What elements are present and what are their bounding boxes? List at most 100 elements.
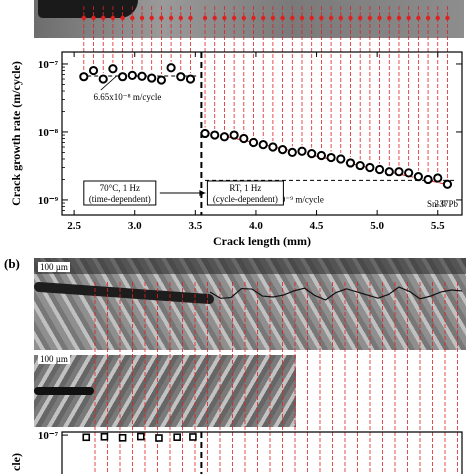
- data-point: [336, 154, 346, 164]
- data-point: [307, 149, 317, 159]
- crack-tip-marker: [338, 15, 343, 21]
- data-point: [166, 63, 176, 73]
- x-tick-label: 4.5: [310, 220, 324, 232]
- data-point: [258, 140, 268, 150]
- data-point: [185, 74, 196, 84]
- data-point: [433, 173, 443, 183]
- condition-box-2: [206, 180, 284, 206]
- data-point-b: [136, 432, 145, 441]
- condition-box-2-line2: (cycle-dependent): [213, 194, 278, 204]
- plot-frame-b: [61, 431, 463, 474]
- data-point: [98, 74, 108, 84]
- data-point: [297, 146, 307, 156]
- crack-tip-marker: [435, 15, 440, 21]
- data-point: [278, 144, 288, 155]
- x-tick-label: 5.0: [370, 220, 384, 232]
- crack-tip-marker: [231, 15, 237, 21]
- data-point: [200, 128, 210, 139]
- data-point: [404, 168, 414, 178]
- crack-tip-marker: [328, 15, 334, 21]
- crack-tip-marker: [149, 15, 154, 21]
- data-point: [374, 164, 385, 175]
- crack-tip-marker: [319, 15, 324, 21]
- crack-tip-marker: [120, 15, 125, 21]
- data-point: [248, 137, 259, 148]
- condition-arrow-head: [199, 190, 206, 196]
- crack-tip-marker: [290, 15, 295, 21]
- crack-tip-marker: [101, 15, 106, 21]
- crack-tip-marker: [377, 15, 382, 21]
- y-tick-label: 10⁻⁹: [38, 195, 59, 207]
- crack-tip-marker: [299, 15, 305, 21]
- data-point-b: [155, 434, 163, 442]
- x-tick-label: 3.0: [128, 220, 142, 232]
- condition-box-2-line1: RT, 1 Hz: [229, 183, 261, 193]
- crack-tip-marker: [188, 15, 193, 21]
- data-point: [287, 147, 297, 158]
- data-point: [394, 167, 404, 177]
- data-point: [127, 70, 137, 80]
- crack-tip-marker: [159, 15, 164, 21]
- data-point: [88, 65, 99, 76]
- crack-tip-marker: [445, 15, 450, 21]
- x-tick-label: 5.5: [431, 220, 445, 232]
- data-point: [355, 160, 365, 171]
- data-point: [239, 133, 249, 144]
- crack-tip-marker: [367, 15, 373, 21]
- crack-tip-marker: [396, 15, 402, 21]
- crack-tip-marker: [406, 15, 411, 21]
- data-point: [137, 71, 147, 81]
- panel-label-b: (b): [4, 256, 20, 271]
- data-point: [147, 73, 157, 83]
- dark-band: [34, 258, 466, 274]
- data-point: [423, 174, 433, 185]
- data-point: [442, 179, 453, 189]
- data-point: [384, 167, 394, 177]
- x-axis-title: Crack length (mm): [213, 234, 311, 248]
- scale-bar-label-1: 100 µm: [38, 262, 70, 272]
- crack-tip-marker: [348, 15, 353, 21]
- annotation-rate-2: 1.94x10⁻⁹ m/cycle: [256, 194, 324, 204]
- data-point: [108, 64, 118, 74]
- material-label: Sn-37Pb: [427, 199, 459, 209]
- scale-bar-label-2: 100 µm: [38, 354, 70, 364]
- data-point: [229, 130, 239, 140]
- data-point: [316, 150, 326, 161]
- data-point: [156, 75, 166, 85]
- condition-box-1-line2: (time-dependent): [89, 194, 151, 204]
- y-tick-label: 10⁻⁷: [38, 59, 59, 71]
- annotation-arrow: [100, 75, 117, 91]
- x-tick-label: 3.5: [188, 220, 202, 232]
- crack-tip-marker: [357, 15, 363, 21]
- crack-tip-marker: [212, 15, 217, 21]
- plot-frame: [61, 51, 463, 216]
- crack-tip-marker: [168, 15, 174, 21]
- crack-tip-marker: [280, 15, 285, 21]
- crack-tip-marker: [130, 15, 135, 21]
- condition-box-1: [83, 180, 157, 206]
- crack-tip-marker: [309, 15, 314, 21]
- crack-tip-marker: [425, 15, 431, 21]
- crack-tip-marker: [270, 15, 276, 21]
- crack-tip-marker: [261, 15, 266, 21]
- y-tick-label-b: 10⁻⁷: [38, 430, 59, 442]
- data-point-b: [189, 433, 197, 441]
- data-point: [268, 142, 278, 152]
- data-point: [219, 132, 230, 142]
- data-point: [345, 158, 356, 168]
- data-point: [210, 130, 220, 140]
- crack-tip-marker: [222, 15, 227, 21]
- crack-tip-marker: [241, 15, 247, 21]
- data-point: [326, 152, 336, 163]
- crack-tip-marker: [139, 15, 145, 21]
- x-tick-label: 2.5: [67, 220, 81, 232]
- data-point: [79, 72, 89, 82]
- data-point-b: [100, 432, 109, 441]
- crack-tip-marker: [91, 15, 96, 21]
- data-point-b: [173, 433, 181, 441]
- crack-tip-marker: [416, 15, 421, 21]
- micrograph-b-2: [34, 355, 296, 427]
- condition-box-1-line1: 70°C, 1 Hz: [100, 183, 140, 193]
- data-point: [118, 72, 128, 82]
- crack-tip-marker: [178, 15, 183, 21]
